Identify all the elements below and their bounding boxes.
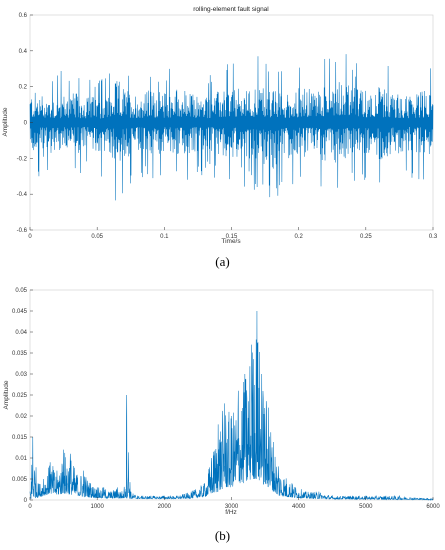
chart-a-title: rolling-element fault signal xyxy=(193,6,269,13)
chart-b-y-tick-label: 0.05 xyxy=(15,288,27,294)
chart-b-x-label: f/Hz xyxy=(225,509,237,516)
panel-label-a: (a) xyxy=(215,254,230,269)
chart-b-x-tick-label: 5000 xyxy=(359,504,373,510)
chart-a-y-tick-label: -0.4 xyxy=(17,192,28,198)
chart-b-x-tick-label: 2000 xyxy=(158,504,172,510)
panel-label-b: (b) xyxy=(214,528,231,543)
chart-a-x-tick-label: 0.3 xyxy=(429,234,438,240)
chart-b-x-tick-label: 1000 xyxy=(90,504,104,510)
chart-a-y-tick-label: 0.2 xyxy=(19,85,28,91)
chart-b-x-ticks: 0 1000 2000 3000 4000 5000 6000 xyxy=(28,497,440,510)
chart-b-y-tick-label: 0.04 xyxy=(15,330,27,336)
chart-b-x-tick-label: 0 xyxy=(28,504,32,510)
chart-b-y-ticks: 0 0.005 0.01 0.015 0.02 0.025 0.03 0.035 0.04 0.0… xyxy=(12,288,33,504)
chart-a-x-ticks: 0 0.05 0.1 0.15 0.2 0.25 0.3 xyxy=(28,227,438,240)
chart-b-y-tick-label: 0.035 xyxy=(12,351,28,357)
chart-b-series xyxy=(29,310,434,501)
chart-a-y-ticks: -0.6 -0.4 -0.2 0 0.2 0.4 0.6 xyxy=(17,13,33,234)
chart-a-y-tick-label: 0 xyxy=(24,121,28,127)
chart-b-series-line xyxy=(29,310,434,501)
chart-a-x-label: Time/s xyxy=(221,238,241,245)
chart-a-y-tick-label: 0.4 xyxy=(19,49,28,55)
chart-b-y-label: Amplitude xyxy=(3,380,10,409)
chart-b-y-tick-label: 0 xyxy=(24,498,28,504)
chart-a-series-line xyxy=(29,54,434,201)
chart-a-series xyxy=(29,54,434,201)
chart-b: 0 0.005 0.01 0.015 0.02 0.025 0.03 0.035 0.04 0.0… xyxy=(3,288,440,516)
chart-a-y-tick-label: -0.6 xyxy=(17,228,28,234)
chart-b-y-tick-label: 0.01 xyxy=(15,456,27,462)
chart-b-x-tick-label: 3000 xyxy=(225,504,239,510)
chart-b-y-tick-label: 0.025 xyxy=(12,393,28,399)
chart-a-x-tick-label: 0.05 xyxy=(91,234,103,240)
chart-b-y-tick-label: 0.005 xyxy=(12,477,28,483)
chart-b-y-tick-label: 0.045 xyxy=(12,309,28,315)
chart-b-y-tick-label: 0.015 xyxy=(12,435,28,441)
chart-a-y-tick-label: -0.2 xyxy=(17,156,28,162)
chart-a-x-tick-label: 0.25 xyxy=(360,234,372,240)
chart-b-y-tick-label: 0.03 xyxy=(15,372,27,378)
chart-a: rolling-element fault signal -0.6-0.4-0.… xyxy=(2,6,438,245)
chart-a-x-tick-label: 0.1 xyxy=(160,234,169,240)
chart-b-x-tick-label: 4000 xyxy=(292,504,306,510)
chart-a-x-tick-label: 0.15 xyxy=(226,234,238,240)
chart-a-x-tick-label: 0.2 xyxy=(294,234,303,240)
chart-a-x-tick-label: 0 xyxy=(28,234,32,240)
chart-a-y-tick-label: 0.6 xyxy=(19,13,28,19)
chart-a-y-label: Amplitude xyxy=(2,107,9,136)
chart-b-x-tick-label: 6000 xyxy=(426,504,440,510)
chart-b-y-tick-label: 0.02 xyxy=(15,414,27,420)
